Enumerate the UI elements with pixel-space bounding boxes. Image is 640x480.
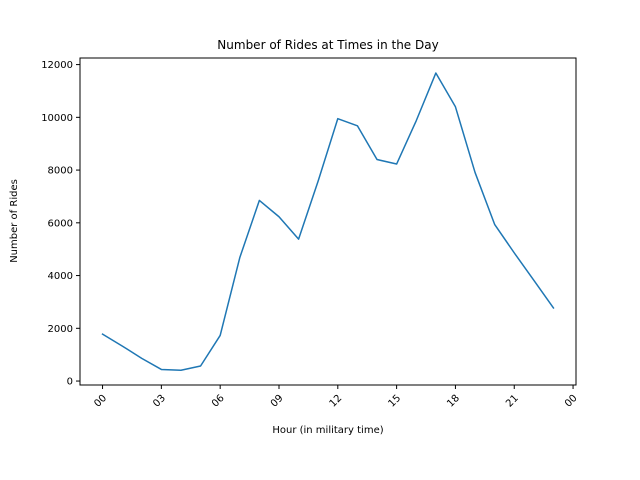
y-tick-label: 10000 <box>41 113 73 124</box>
x-tick-label: 00 <box>563 393 580 410</box>
y-axis: 0 2000 4000 6000 8000 10000 12000 <box>41 60 80 388</box>
x-tick-label: 15 <box>386 393 403 410</box>
x-tick-label: 00 <box>92 393 109 410</box>
x-tick-label: 21 <box>504 393 521 410</box>
x-axis-label: Hour (in military time) <box>272 425 383 436</box>
series-layer <box>101 72 555 371</box>
y-axis-label: Number of Rides <box>9 179 20 263</box>
x-tick-label: 06 <box>210 393 227 410</box>
y-tick-label: 0 <box>67 377 73 388</box>
plot-frame <box>79 57 577 386</box>
x-tick-label: 03 <box>151 393 168 410</box>
y-tick-label: 12000 <box>41 60 73 71</box>
x-tick-label: 12 <box>328 393 345 410</box>
x-axis: 00 03 06 09 12 15 18 21 00 <box>92 385 580 410</box>
y-tick-label: 4000 <box>48 271 73 282</box>
x-tick-label: 09 <box>269 393 286 410</box>
chart-title: Number of Rides at Times in the Day <box>217 38 438 52</box>
y-tick-label: 2000 <box>48 324 73 335</box>
x-tick-label: 18 <box>445 393 462 410</box>
y-tick-label: 6000 <box>48 218 73 229</box>
y-tick-label: 8000 <box>48 166 73 177</box>
series-line <box>101 72 555 371</box>
